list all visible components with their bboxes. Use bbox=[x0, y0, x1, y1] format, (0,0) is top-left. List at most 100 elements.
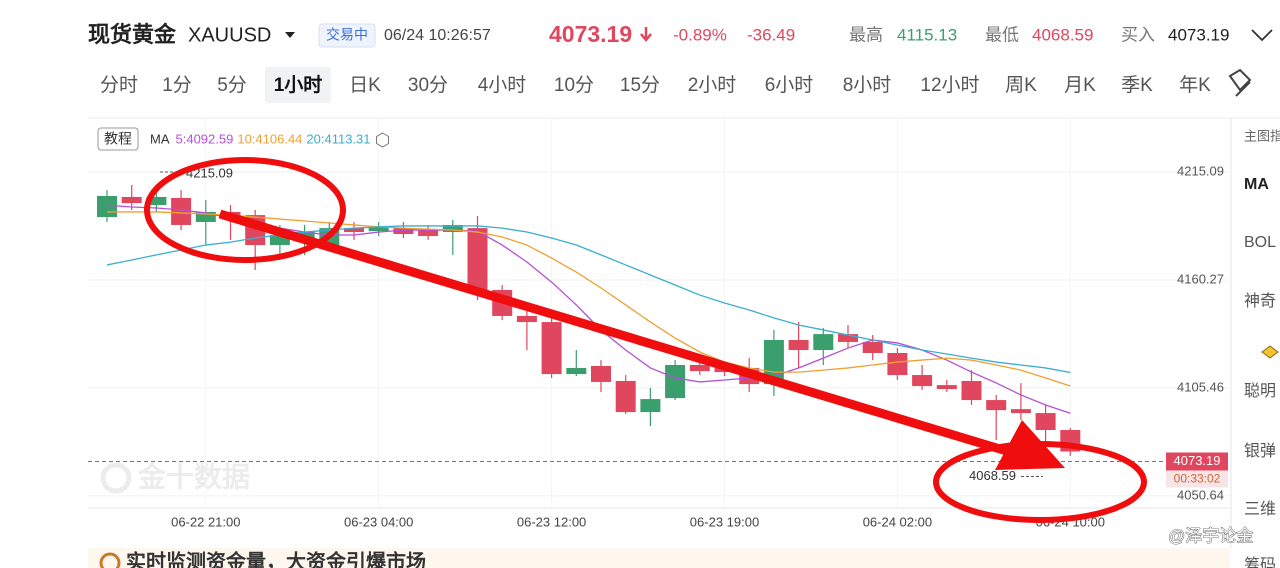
tutorial-label[interactable]: 教程 bbox=[104, 131, 132, 147]
tab[interactable]: 分时 bbox=[100, 74, 138, 96]
side-item[interactable]: 筹码 bbox=[1244, 556, 1276, 568]
candle-body bbox=[467, 228, 488, 290]
tab[interactable]: 1小时 bbox=[274, 74, 323, 96]
tab[interactable]: 1分 bbox=[162, 74, 192, 96]
side-item[interactable]: MA bbox=[1244, 176, 1269, 193]
status: 交易中 bbox=[326, 27, 368, 43]
tab[interactable]: 4小时 bbox=[478, 74, 527, 96]
candle-body bbox=[566, 367, 587, 375]
tab[interactable]: 8小时 bbox=[843, 74, 892, 96]
annotation-arrow bbox=[218, 209, 1012, 457]
candle-body bbox=[541, 322, 562, 375]
watermark: 金十数据 bbox=[137, 460, 250, 492]
draw-tool-icon[interactable] bbox=[1228, 68, 1252, 97]
tutorial-button[interactable] bbox=[97, 127, 139, 151]
candle-body bbox=[788, 339, 809, 351]
candle-body bbox=[862, 341, 883, 353]
tab[interactable]: 2小时 bbox=[688, 74, 737, 96]
candle-body bbox=[640, 399, 661, 413]
side-item[interactable]: BOL bbox=[1244, 234, 1276, 251]
legend-title: MA bbox=[150, 131, 170, 146]
tab[interactable]: 季K bbox=[1121, 74, 1153, 96]
candle-body bbox=[615, 380, 636, 413]
dropdown-icon[interactable] bbox=[285, 32, 295, 38]
tab[interactable]: 10分 bbox=[554, 74, 594, 96]
max-marker-label: 4215.09 bbox=[186, 165, 233, 180]
tab[interactable]: 年K bbox=[1179, 74, 1211, 96]
banner-text[interactable]: 实时监测资金量，大资金引爆市场 bbox=[126, 549, 426, 568]
legend: MA 5:4092.59 10:4106.44 20:4113.31 bbox=[150, 131, 390, 148]
tab[interactable]: 30分 bbox=[408, 74, 448, 96]
high: 4115.13 bbox=[897, 25, 957, 44]
low-label: 最低 bbox=[985, 25, 1019, 44]
side-item[interactable]: 银弹 bbox=[1244, 442, 1276, 460]
tab[interactable]: 6小时 bbox=[765, 74, 814, 96]
candle-body bbox=[195, 211, 216, 222]
time: 06/24 10:26:57 bbox=[384, 27, 491, 44]
candle-body bbox=[344, 228, 364, 233]
expand-icon[interactable] bbox=[1251, 29, 1273, 42]
candle-body bbox=[516, 315, 537, 323]
side-item[interactable]: 聪明 bbox=[1244, 382, 1276, 400]
price: 4073.19 bbox=[549, 21, 632, 47]
legend-entry: 10:4106.44 bbox=[237, 131, 302, 146]
candle-body bbox=[1010, 409, 1031, 414]
candle-body bbox=[912, 375, 933, 387]
banner-bg bbox=[88, 548, 1230, 568]
x-tick-label: 06-23 04:00 bbox=[344, 514, 413, 529]
settings-icon[interactable] bbox=[376, 132, 390, 148]
side-item[interactable]: 主图指 bbox=[1244, 128, 1280, 143]
y-tick-label: 4105.46 bbox=[1177, 379, 1224, 394]
tab-bar: 分时 1分 5分 1小时 日K 30分 4小时 10分 15分 2小时 6小时 8小时 12小时 周K 月K… bbox=[100, 67, 1211, 103]
candle-body bbox=[813, 334, 834, 351]
candle-body bbox=[591, 365, 611, 382]
side-item[interactable]: 神奇 bbox=[1244, 292, 1276, 310]
y-tick-label: 4215.09 bbox=[1177, 163, 1224, 178]
candle-body bbox=[689, 365, 710, 372]
overlay: 4215.09 4068.59 4073.19 00:33:02 bbox=[88, 165, 1228, 488]
candle-body bbox=[1035, 413, 1056, 430]
candle-body bbox=[368, 226, 389, 232]
candle-body bbox=[171, 197, 192, 225]
axes: 4050.64 4105.46 4160.27 4215.09 06-22 21:00 0… bbox=[88, 118, 1230, 529]
banner-icon bbox=[99, 552, 121, 568]
candle-body bbox=[665, 365, 686, 399]
instrument-name: 现货黄金 bbox=[88, 22, 177, 47]
candle-body bbox=[442, 224, 463, 233]
ma-line bbox=[106, 225, 1071, 374]
candle-body bbox=[887, 352, 908, 376]
candle-body bbox=[986, 400, 1007, 411]
ma-line bbox=[107, 211, 1071, 387]
y-tick-label: 4050.64 bbox=[1177, 487, 1224, 502]
x-tick-label: 06-24 02:00 bbox=[863, 514, 932, 529]
watermark-logo bbox=[100, 462, 132, 494]
tab[interactable]: 15分 bbox=[620, 74, 660, 96]
tab[interactable]: 周K bbox=[1005, 75, 1037, 96]
y-tick-label: 4160.27 bbox=[1177, 271, 1224, 286]
candle-body bbox=[936, 385, 957, 390]
tab[interactable]: 月K bbox=[1064, 75, 1096, 96]
change: -36.49 bbox=[747, 25, 795, 44]
annotation-arrowhead bbox=[995, 420, 1065, 470]
tab[interactable]: 5分 bbox=[217, 74, 247, 96]
legend-entry: 20:4113.31 bbox=[306, 131, 370, 146]
candle-body bbox=[961, 380, 982, 401]
last-price-box bbox=[1166, 452, 1228, 471]
candle-body bbox=[418, 230, 439, 236]
social-watermark: @泽宇论金 bbox=[1168, 526, 1253, 545]
side-item[interactable]: 三维 bbox=[1244, 500, 1276, 518]
tab[interactable]: 日K bbox=[349, 75, 381, 96]
last-price-label: 4073.19 bbox=[1174, 453, 1221, 468]
down-arrow bbox=[640, 27, 652, 42]
candle-body bbox=[269, 235, 290, 246]
symbol[interactable]: XAUUSD bbox=[188, 24, 271, 46]
candle-body bbox=[838, 334, 858, 342]
bid-label: 买入 bbox=[1121, 25, 1155, 44]
candle-body bbox=[146, 196, 167, 206]
active-tab-bg bbox=[265, 67, 331, 103]
tab[interactable]: 12小时 bbox=[920, 74, 979, 96]
status-badge bbox=[318, 23, 376, 48]
min-marker-label: 4068.59 bbox=[969, 468, 1016, 483]
